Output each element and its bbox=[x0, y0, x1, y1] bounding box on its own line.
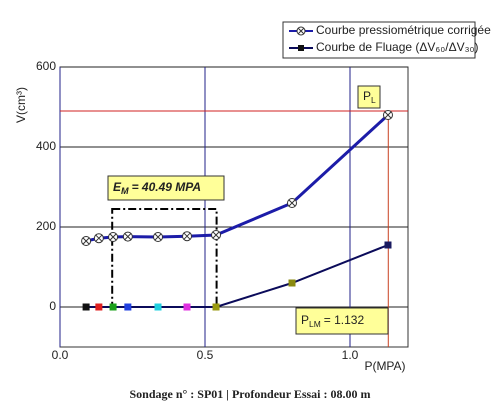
marker bbox=[183, 303, 191, 311]
annotation-sub: L bbox=[371, 95, 376, 105]
marker bbox=[182, 231, 193, 242]
annotation: PL bbox=[363, 89, 376, 105]
marker-cross bbox=[82, 237, 90, 245]
legend-marker bbox=[298, 45, 304, 51]
marker-cross bbox=[212, 231, 220, 239]
series-line bbox=[86, 244, 389, 308]
annotation-box bbox=[357, 85, 381, 109]
annotation: EM = 40.49 MPA bbox=[113, 180, 201, 196]
marker-cross bbox=[109, 233, 117, 241]
marker bbox=[95, 303, 103, 311]
annotation-box bbox=[107, 175, 225, 201]
y-tick-label: 600 bbox=[36, 59, 56, 73]
marker-cross bbox=[384, 111, 392, 119]
footer: Sondage n° : SP01 | Profondeur Essai : 0… bbox=[129, 387, 370, 401]
x-tick-label: 0.0 bbox=[52, 348, 69, 362]
marker bbox=[384, 241, 392, 249]
marker bbox=[93, 233, 104, 244]
marker bbox=[124, 303, 132, 311]
marker bbox=[211, 230, 222, 240]
legend-marker bbox=[297, 27, 305, 35]
marker-cross bbox=[95, 234, 103, 242]
em-box bbox=[111, 208, 218, 308]
annotation-main: E bbox=[113, 180, 122, 194]
annotation-main: P bbox=[301, 313, 309, 327]
annotation-rest: = 1.132 bbox=[324, 313, 365, 327]
y-tick-label: 200 bbox=[36, 219, 56, 233]
legend-label: Courbe de Fluage (ΔV₆₀/ΔV₃₀) bbox=[316, 40, 478, 54]
marker bbox=[82, 303, 90, 311]
annotation-box bbox=[295, 307, 389, 335]
marker bbox=[382, 110, 393, 120]
annotation-sub: M bbox=[121, 186, 129, 196]
marker-cross bbox=[124, 233, 132, 240]
annotation: PLM = 1.132 bbox=[301, 313, 364, 329]
annotation-sub: LM bbox=[309, 319, 321, 329]
x-axis-label: P(MPA) bbox=[364, 359, 405, 373]
annotation-main: P bbox=[363, 89, 371, 103]
marker bbox=[287, 198, 297, 208]
x-tick-label: 1.0 bbox=[342, 348, 359, 362]
marker bbox=[212, 303, 220, 311]
x-tick-label: 0.5 bbox=[197, 348, 214, 362]
marker-cross bbox=[288, 199, 296, 207]
legend-label: Courbe pressiométrique corrigée bbox=[316, 23, 491, 37]
marker-cross bbox=[154, 233, 162, 241]
y-axis-label: V(cm³) bbox=[14, 87, 28, 123]
marker-cross bbox=[183, 232, 191, 240]
marker bbox=[108, 232, 119, 242]
annotation-rest: = 40.49 MPA bbox=[132, 180, 201, 194]
y-tick-label: 400 bbox=[36, 139, 56, 153]
marker bbox=[109, 303, 117, 311]
marker bbox=[288, 279, 296, 287]
marker bbox=[81, 236, 92, 246]
marker bbox=[153, 232, 164, 242]
legend-box bbox=[282, 21, 476, 59]
marker bbox=[154, 303, 162, 311]
y-tick-label: 0 bbox=[49, 299, 56, 313]
marker bbox=[122, 231, 133, 242]
